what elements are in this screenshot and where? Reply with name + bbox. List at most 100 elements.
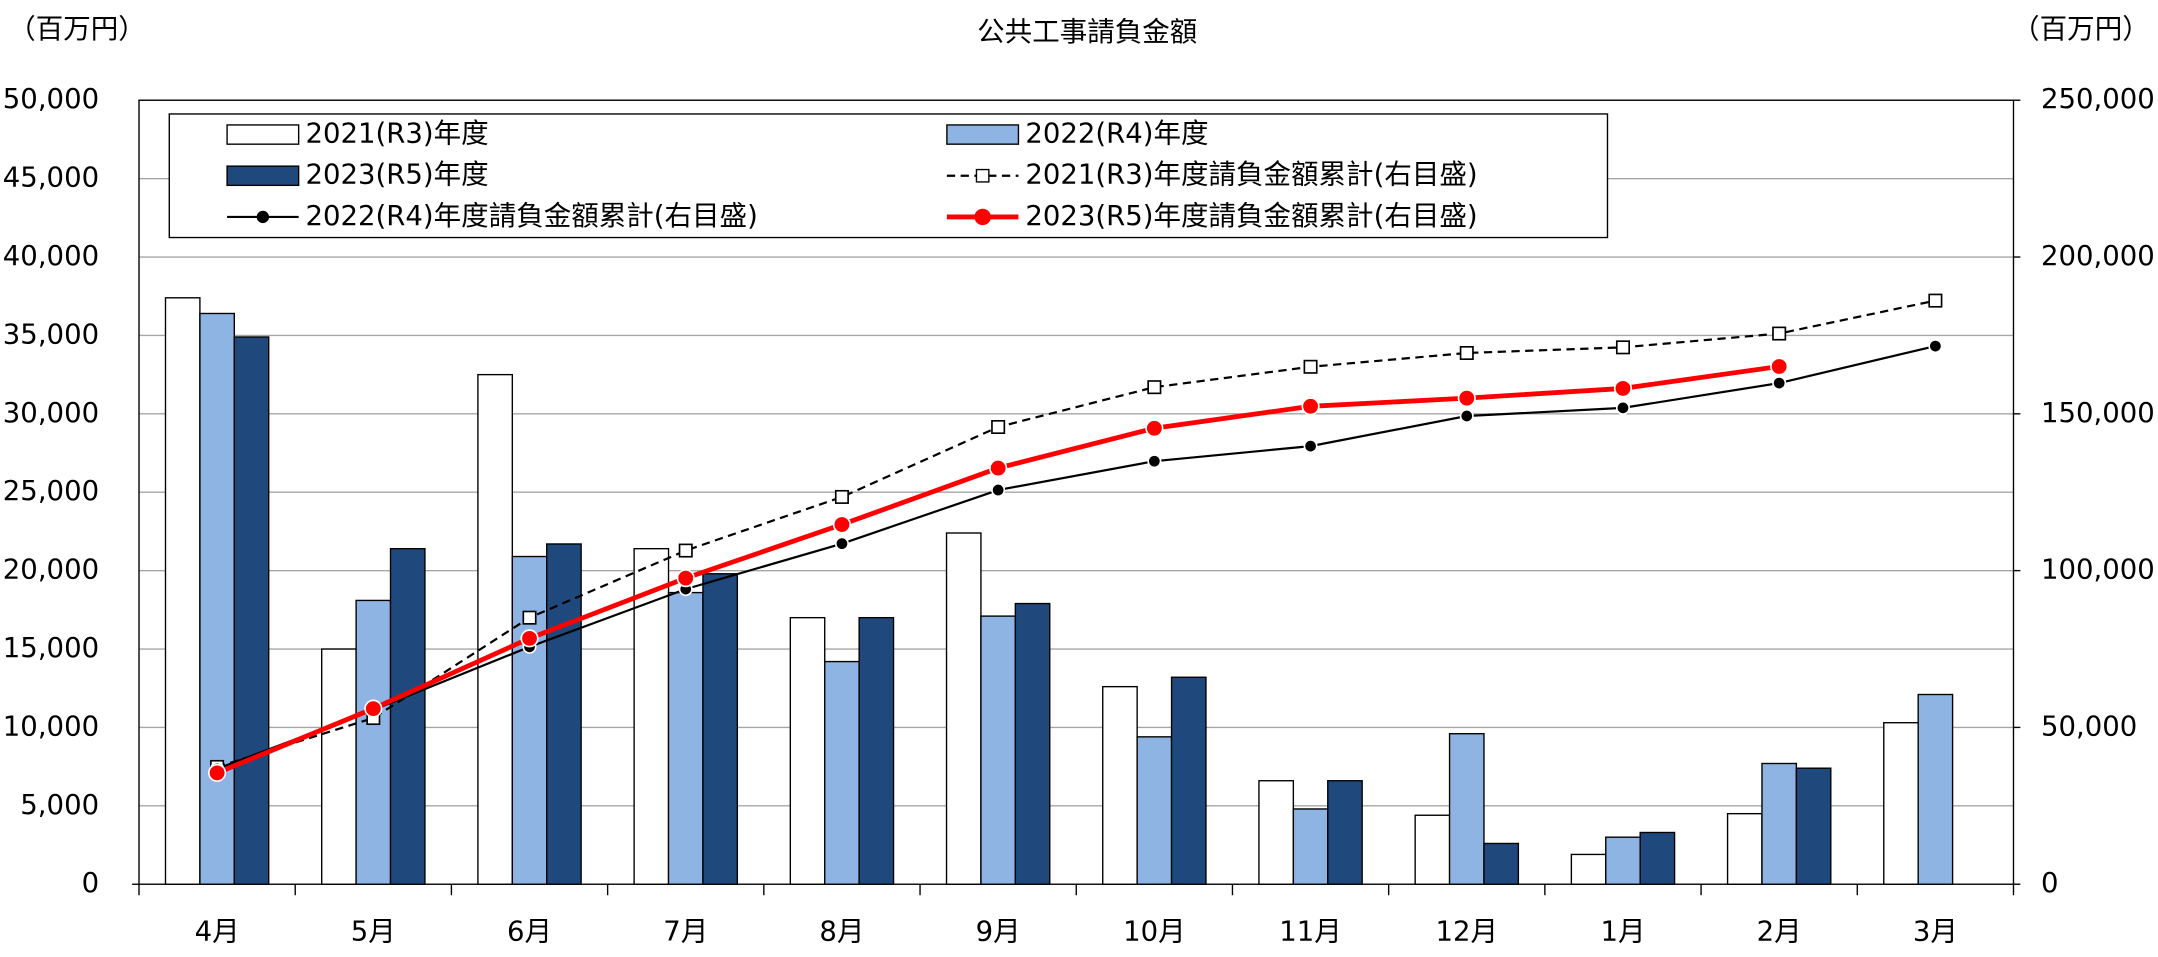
y-tick-label: 20,000 (3, 554, 99, 586)
line-marker (1772, 326, 1787, 341)
line-marker (1770, 357, 1789, 376)
x-tick-label: 7月 (663, 915, 708, 947)
x-tick-label: 3月 (1913, 915, 1958, 947)
y2-tick-label: 0 (2041, 867, 2059, 899)
bar (1883, 722, 1919, 885)
bar (824, 660, 860, 885)
line-marker (832, 515, 852, 534)
legend-label: 2023(R5)年度請負金額累計(右目盛) (1025, 200, 1477, 232)
line-marker (1615, 340, 1630, 355)
line-marker (520, 629, 539, 648)
line-marker (1301, 397, 1320, 416)
bar (389, 547, 426, 885)
legend-box (168, 113, 1609, 239)
legend-marker (974, 208, 991, 226)
line-marker (1615, 400, 1630, 415)
y-tick-label: 25,000 (3, 475, 99, 507)
x-tick-label: 5月 (351, 915, 396, 947)
bar (1570, 853, 1607, 885)
y2-tick-label: 150,000 (2041, 397, 2155, 429)
line-marker (676, 569, 695, 588)
line-marker (1459, 345, 1474, 360)
bar (546, 543, 582, 885)
legend-swatch (946, 124, 1020, 145)
x-tick-label: 1月 (1600, 915, 1645, 947)
line-marker (1772, 376, 1787, 391)
bar (1258, 780, 1295, 885)
line-marker (1928, 339, 1943, 354)
y2-tick-label: 100,000 (2041, 554, 2155, 586)
line (216, 345, 1936, 770)
line-marker (989, 459, 1008, 478)
bar (321, 648, 357, 885)
x-tick-label: 11月 (1279, 915, 1342, 947)
line-marker (1928, 293, 1943, 308)
line-marker (208, 763, 227, 782)
line-marker (1457, 389, 1476, 408)
line-marker (1459, 409, 1474, 424)
y-tick-label: 50,000 (3, 83, 99, 115)
line-marker (1303, 439, 1318, 454)
y-tick-label: 40,000 (3, 240, 99, 272)
x-tick-label: 6月 (507, 915, 552, 947)
bar (667, 591, 704, 885)
bar (1639, 831, 1676, 885)
legend-label: 2022(R4)年度 (1025, 118, 1208, 150)
bar (1483, 842, 1520, 885)
line-marker (522, 610, 537, 625)
y-axis-unit: （百万円） (8, 13, 146, 45)
bar (980, 615, 1017, 885)
y-tick-label: 30,000 (3, 397, 99, 429)
legend-label: 2023(R5)年度 (306, 159, 489, 191)
line-marker (1145, 419, 1164, 438)
bar (233, 336, 270, 885)
line-marker (1613, 379, 1633, 398)
y2-tick-label: 200,000 (2041, 240, 2155, 272)
bar (858, 616, 895, 885)
legend-swatch (226, 124, 300, 145)
y2-tick-label: 50,000 (2041, 710, 2137, 742)
bar (702, 573, 739, 885)
legend-marker (975, 168, 990, 183)
bar (477, 373, 514, 885)
bar (1292, 808, 1329, 885)
bar (945, 532, 982, 885)
x-tick-label: 8月 (819, 915, 864, 947)
x-tick-label: 2月 (1757, 915, 1802, 947)
line-marker (991, 483, 1006, 498)
y-tick-label: 45,000 (3, 162, 99, 194)
bar (1726, 812, 1763, 885)
y-tick-label: 35,000 (3, 318, 99, 350)
x-tick-label: 12月 (1435, 915, 1498, 947)
bar (1414, 814, 1451, 885)
y2-tick-label: 250,000 (2041, 83, 2155, 115)
bar (633, 547, 670, 885)
line-marker (991, 419, 1006, 435)
x-tick-label: 10月 (1123, 915, 1186, 947)
line (216, 299, 1936, 768)
bar (1170, 676, 1207, 885)
legend-label: 2021(R3)年度請負金額累計(右目盛) (1025, 159, 1477, 191)
y-tick-label: 15,000 (3, 632, 99, 664)
line-marker (834, 536, 849, 551)
bar (1605, 836, 1641, 885)
y-tick-label: 10,000 (3, 710, 99, 742)
bar (511, 555, 548, 885)
y-tick-label: 5,000 (20, 789, 99, 821)
bar (1448, 733, 1485, 885)
legend-label: 2021(R3)年度 (306, 118, 489, 150)
y2-axis-unit: （百万円） (2012, 13, 2150, 45)
chart-title: 公共工事請負金額 (977, 16, 1197, 48)
x-tick-label: 4月 (195, 915, 240, 947)
line-marker (1147, 454, 1162, 469)
bar (1136, 736, 1173, 885)
legend-marker (256, 210, 270, 224)
line-marker (834, 489, 849, 504)
line-marker (678, 543, 693, 558)
line-marker (1303, 359, 1318, 374)
line-marker (364, 699, 383, 718)
legend-swatch (226, 165, 300, 187)
bar (789, 616, 826, 885)
bar (164, 297, 201, 885)
